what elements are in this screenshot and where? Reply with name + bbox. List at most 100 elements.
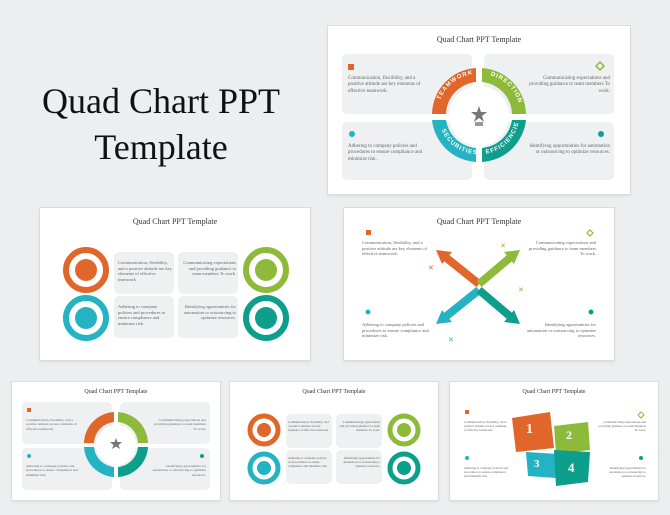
ring-segment-direction xyxy=(118,412,148,443)
circle-green-core xyxy=(255,259,277,281)
quad-card-top-left xyxy=(286,414,332,448)
quad-text-bottom-right: Identifying opportunities for automation… xyxy=(527,322,596,339)
star-icon xyxy=(110,438,122,449)
quad-card-bottom-left xyxy=(286,450,332,484)
slide-title: Quad Chart PPT Template xyxy=(302,389,366,395)
circle-orange-core xyxy=(257,423,271,437)
arrow-green xyxy=(476,252,515,288)
slide-preview-ring-quad[interactable]: Quad Chart PPT Template TEAMWORK DIRECTI… xyxy=(328,26,630,194)
direction-icon xyxy=(586,229,594,237)
shield-icon xyxy=(365,309,371,315)
quad-text-bottom-left: Adhering to company policies and procedu… xyxy=(118,304,166,326)
ring-chart-graphic: TEAMWORK DIRECTION SECURITIES EFFICIENCI… xyxy=(328,26,606,162)
piece-3 xyxy=(526,452,558,478)
quad-text-top-right: Communicating expectations and providing… xyxy=(529,240,596,257)
ring-segment-teamwork xyxy=(84,412,114,443)
quad-card-bottom-left xyxy=(114,296,174,338)
piece-1 xyxy=(512,412,554,452)
circles-graphic xyxy=(247,413,421,485)
team-icon xyxy=(348,64,354,70)
team-icon xyxy=(366,230,371,235)
page-title-line-2: Template xyxy=(94,127,228,167)
quad-text-bottom-left: Adhering to company policies and procedu… xyxy=(362,322,429,339)
piece-number-1: 1 xyxy=(526,422,533,437)
gear-icon xyxy=(200,454,204,458)
podium-icon xyxy=(475,122,483,126)
arrow-dark-teal xyxy=(476,286,515,322)
ring-segment-teamwork xyxy=(432,68,476,114)
quad-text-top-right: Communicating expectations and providing… xyxy=(529,76,610,94)
quad-card-bottom-right xyxy=(178,296,238,338)
circle-orange-core xyxy=(75,259,97,281)
quad-text-bottom-left: Adhering to company policies and procedu… xyxy=(464,466,508,478)
ring-segment-efficiencies xyxy=(482,120,526,162)
quad-text-bottom-right: Identifying opportunities for automation… xyxy=(343,456,380,468)
arrow-orange xyxy=(441,252,482,288)
slide-title: Quad Chart PPT Template xyxy=(522,389,586,395)
arrow-teal-head xyxy=(436,310,452,324)
quad-text-top-left: Communication, flexibility, and a positi… xyxy=(118,260,172,282)
quad-text-bottom-left: Adhering to company policies and procedu… xyxy=(348,144,423,162)
circles-graphic xyxy=(63,247,289,341)
arrow-dark-teal-head xyxy=(504,310,520,324)
ring-chart-graphic xyxy=(27,408,204,477)
piece-2 xyxy=(554,422,590,454)
quad-text-bottom-right: Identifying opportunities for automation… xyxy=(183,304,236,321)
quad-text-top-left: Communication, flexibility, and a positi… xyxy=(362,240,428,257)
quad-text-bottom-right: Identifying opportunities for automation… xyxy=(529,144,610,156)
quad-text-top-right: Communicating expectations and providing… xyxy=(339,420,380,432)
ring-segment-securities xyxy=(432,120,476,162)
circle-teal-core xyxy=(75,307,97,329)
slide-preview-ring-quad-small[interactable]: Quad Chart PPT Template Communication, f… xyxy=(12,382,220,500)
page-title-line-1: Quad Chart PPT xyxy=(42,81,280,121)
shield-icon xyxy=(27,454,31,458)
team-icon xyxy=(27,408,31,412)
cross-icon: ✕ xyxy=(448,337,454,344)
slide-title: Quad Chart PPT Template xyxy=(132,217,218,226)
piece-number-2: 2 xyxy=(566,428,572,442)
arrow-teal xyxy=(441,286,482,322)
quad-card-top-right xyxy=(178,252,238,294)
quad-text-top-left: Communication, flexibility, and a positi… xyxy=(26,418,77,431)
piece-4 xyxy=(554,450,590,486)
star-icon xyxy=(471,106,487,122)
quad-text-bottom-left: Adhering to company policies and procedu… xyxy=(26,464,78,477)
cross-icon: ✕ xyxy=(428,265,434,272)
slide-title: Quad Chart PPT Template xyxy=(436,217,522,226)
ring-segment-direction xyxy=(482,68,526,114)
arrow-green-head xyxy=(504,250,520,264)
team-icon xyxy=(465,410,469,414)
quad-card-top-right xyxy=(336,414,382,448)
slide-title: Quad Chart PPT Template xyxy=(84,389,148,395)
gear-icon xyxy=(588,309,594,315)
slide-preview-numbered[interactable]: Quad Chart PPT Template 1 2 3 4 Communic… xyxy=(450,382,658,500)
circle-green-core xyxy=(397,423,411,437)
circle-teal-core xyxy=(257,461,271,475)
quad-text-top-left: Communication, flexibility, and a positi… xyxy=(464,420,507,432)
page-title: Quad Chart PPT Template xyxy=(26,78,296,170)
circle-dark-teal-core xyxy=(397,461,411,475)
ring-segment-efficiencies xyxy=(118,447,148,477)
gear-icon xyxy=(598,131,604,137)
piece-number-4: 4 xyxy=(568,460,575,475)
quad-text-bottom-left: Adhering to company policies and procedu… xyxy=(288,456,328,468)
quad-text-bottom-right: Identifying opportunities for automation… xyxy=(152,464,206,477)
shield-icon xyxy=(349,131,355,137)
piece-number-3: 3 xyxy=(534,458,540,470)
cross-icon: ✕ xyxy=(500,243,506,250)
slide-preview-circles-small[interactable]: Quad Chart PPT Template Communication, f… xyxy=(230,382,438,500)
slide-preview-circles[interactable]: Quad Chart PPT Template Communication, f… xyxy=(40,208,310,360)
cross-icon: ✕ xyxy=(518,287,524,294)
numbered-puzzle-graphic xyxy=(465,410,645,486)
quad-text-top-left: Communication, flexibility, and a positi… xyxy=(348,76,421,94)
quad-card-top-left xyxy=(114,252,174,294)
ring-segment-securities xyxy=(84,447,114,477)
slide-preview-arrows[interactable]: Quad Chart PPT Template ✕ ✕ ✕ ✕ Communic… xyxy=(344,208,614,360)
quad-card-bottom-right xyxy=(336,450,382,484)
quad-text-top-left: Communication, flexibility, and a positi… xyxy=(288,420,330,432)
quad-text-bottom-right: Identifying opportunities for automation… xyxy=(609,466,646,478)
circle-dark-teal-core xyxy=(255,307,277,329)
arrows-graphic: ✕ ✕ ✕ ✕ xyxy=(365,229,594,344)
direction-icon xyxy=(637,411,645,419)
